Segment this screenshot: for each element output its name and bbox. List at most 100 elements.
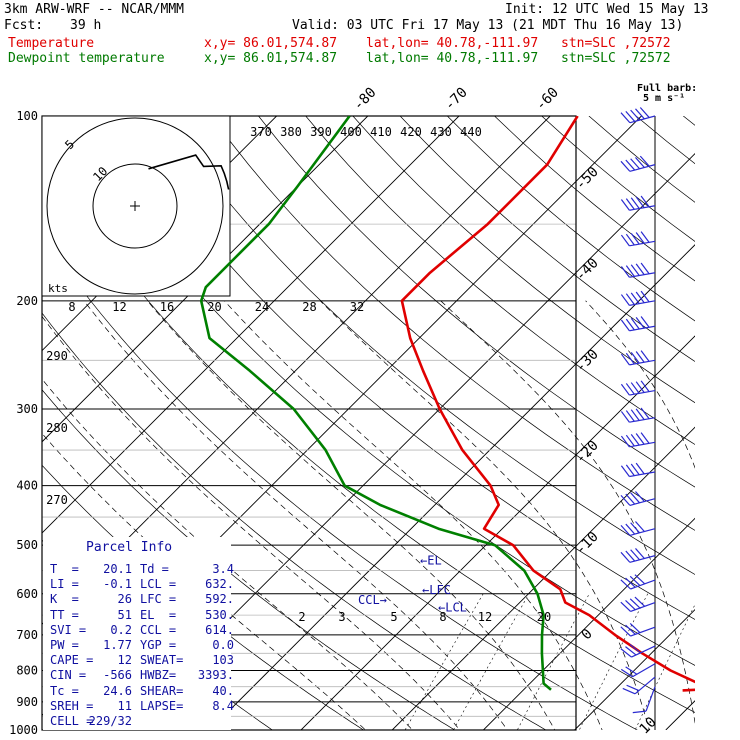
wind-barb — [620, 521, 656, 536]
parcel-info-row: T = 20.1 Td = 3.4 — [50, 562, 234, 576]
dry-adiabat-line — [258, 116, 695, 488]
wind-barb-feather — [620, 353, 630, 366]
hodograph-unit-label: kts — [48, 282, 68, 295]
level-marker-label: CCL→ — [358, 593, 387, 607]
dry-adiabat-line — [635, 116, 695, 165]
wind-barb-feather — [620, 648, 632, 658]
dewpoint-station: stn=SLC ,72572 — [561, 51, 671, 66]
moist-adiabat-line — [83, 300, 508, 730]
wind-barb-feather — [625, 318, 635, 331]
wind-barb-feather — [620, 465, 630, 477]
parcel-info-value: 12 — [117, 653, 132, 668]
temperature-tick-label: 10 — [637, 714, 660, 737]
dry-adiabat-line — [163, 116, 695, 575]
forecast-hour: 39 h — [70, 18, 102, 33]
wind-barb-shaft — [645, 686, 656, 712]
parcel-info-value: 0.2 — [110, 622, 132, 637]
theta-label: 390 — [310, 125, 332, 139]
wind-barb-feather — [635, 232, 645, 244]
wind-barb-feather — [629, 644, 641, 654]
wind-barb-feather — [639, 107, 650, 118]
wind-barb — [620, 380, 656, 396]
mixing-ratio-line — [404, 593, 484, 730]
theta-e-label: 8 — [68, 300, 75, 314]
dry-adiabat-line — [683, 116, 695, 126]
wind-barb-feather — [640, 407, 650, 420]
barb-legend-title: Full barb: — [637, 83, 698, 94]
plot-frame — [41, 115, 577, 731]
isotherm-line — [574, 608, 695, 730]
dry-adiabat-line — [211, 116, 695, 531]
wind-barb-feather — [635, 317, 645, 329]
init-time: Init: 12 UTC Wed 15 May 13 — [505, 2, 709, 17]
isotherm-line — [391, 426, 695, 730]
wind-barb-feather — [620, 626, 631, 637]
wind-barb-feather — [620, 435, 630, 448]
parcel-info-row: SREH = 11 LAPSE= 8.4 — [50, 699, 234, 713]
wind-barb-feather — [640, 316, 650, 328]
wind-barb-feather — [630, 522, 640, 534]
wind-barb-feather — [630, 158, 640, 170]
theta-e-label: 16 — [160, 300, 174, 314]
theta-e-label: 12 — [112, 300, 126, 314]
wind-barb-shaft — [632, 663, 656, 678]
parcel-info-value: 614. — [205, 622, 234, 637]
mixing-ratio-label: 5 — [390, 610, 397, 624]
temperature-tick-label: -50 — [573, 164, 602, 193]
parcel-info-key: LCL = — [140, 577, 177, 592]
wind-barb-feather — [625, 159, 636, 171]
wind-barb-feather — [625, 493, 636, 505]
wind-barb-feather — [639, 155, 650, 167]
wind-barb-feather — [625, 233, 635, 246]
mixing-ratio-label: 12 — [478, 610, 492, 624]
parcel-info-title: Parcel Info — [86, 540, 173, 555]
dry-adiabat-line — [69, 116, 695, 666]
wind-barb-feather — [629, 575, 641, 587]
wind-barb — [632, 686, 656, 714]
parcel-info-key: HWBZ= — [140, 668, 177, 683]
isotherm-line — [42, 116, 460, 534]
parcel-info-row: CAPE = 12 SWEAT= 103 — [50, 653, 234, 668]
wind-barb — [620, 107, 656, 124]
wind-barb-feather — [635, 462, 645, 475]
parcel-info-row: TT = 51 EL = 530. — [50, 607, 234, 622]
wind-barb-feather — [625, 600, 636, 611]
parcel-info-value: 103 — [212, 653, 234, 668]
wind-barb-feather — [625, 624, 636, 635]
parcel-info-value: 0.0 — [212, 638, 234, 652]
temperature-tick-label: -20 — [573, 438, 602, 467]
parcel-info-row: K = 26 LFC = 592. — [50, 592, 234, 606]
wind-barb-feather — [620, 234, 630, 247]
parcel-info-row: LI = -0.1 LCL = 632. — [50, 577, 234, 592]
parcel-info-key: SHEAR= — [140, 683, 184, 698]
wind-barb-feather — [630, 433, 640, 446]
dry-adiabat-line — [541, 116, 695, 242]
hodograph-ring — [46, 117, 224, 295]
pressure-tick-label: 500 — [16, 538, 38, 552]
parcel-info-key: SWEAT= — [140, 653, 184, 668]
wind-barb — [620, 491, 656, 506]
wind-barb — [622, 676, 656, 695]
theta-label: 380 — [280, 125, 302, 139]
pressure-tick-label: 200 — [16, 294, 38, 308]
parcel-info-row: SVI = 0.2 CCL = 614. — [50, 622, 234, 637]
wind-barb-feather — [640, 380, 650, 392]
wind-barb-feather — [630, 549, 640, 561]
temperature-tick-label: -10 — [573, 529, 602, 558]
wind-barb-feather — [620, 199, 630, 211]
wind-barb-feather — [630, 264, 640, 276]
mixing-ratio-label: 20 — [537, 610, 551, 624]
wind-barb-feather — [625, 577, 636, 588]
wind-barb-feather — [630, 409, 640, 421]
wind-barb — [620, 350, 656, 366]
parcel-info-key: PW = — [50, 638, 79, 652]
parcel-info-value: 51 — [117, 607, 132, 622]
wind-barb-feather — [620, 411, 630, 423]
dry-adiabat-line — [116, 116, 695, 620]
temperature-legend: Temperature — [8, 36, 95, 51]
dry-adiabat-line — [42, 150, 695, 713]
wind-barb — [620, 596, 656, 612]
parcel-info-key: Tc = — [50, 683, 79, 698]
wind-barb — [620, 644, 656, 658]
level-marker-label: ←EL — [420, 554, 442, 568]
